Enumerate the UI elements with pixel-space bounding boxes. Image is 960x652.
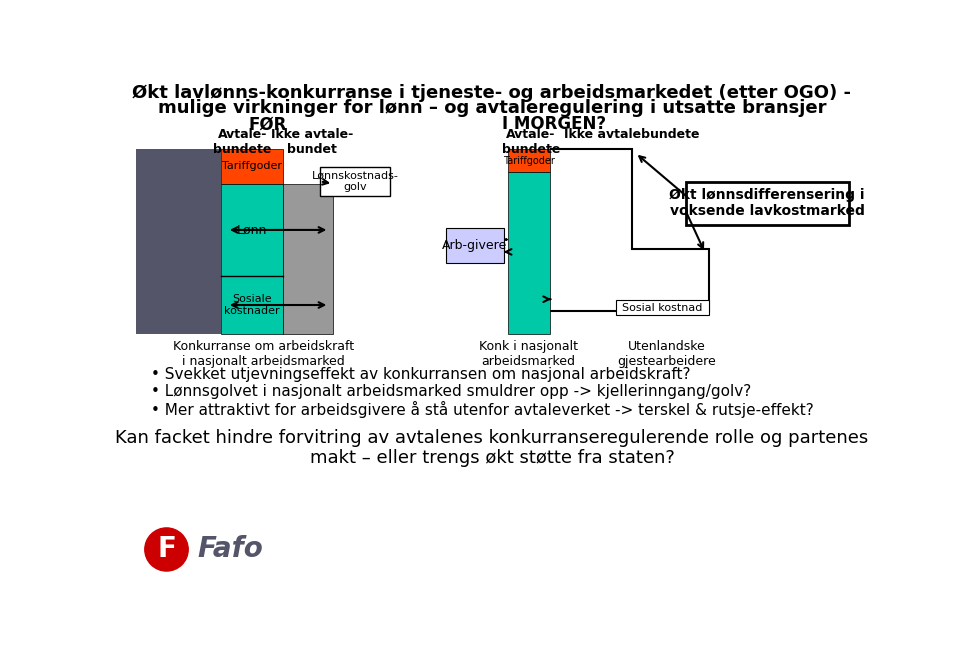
Bar: [283, 184, 333, 334]
Bar: [135, 149, 221, 334]
Text: mulige virkninger for lønn – og avtaleregulering i utsatte bransjer: mulige virkninger for lønn – og avtalere…: [157, 99, 827, 117]
Text: Sosial kostnad: Sosial kostnad: [622, 303, 703, 313]
Text: Konkurranse om arbeidskraft
i nasjonalt arbeidsmarked: Konkurranse om arbeidskraft i nasjonalt …: [173, 340, 354, 368]
Text: • Lønnsgolvet i nasjonalt arbeidsmarked smuldrer opp -> kjellerinngang/golv?: • Lønnsgolvet i nasjonalt arbeidsmarked …: [151, 384, 752, 399]
Bar: [320, 167, 390, 196]
Text: Tariffgoder: Tariffgoder: [503, 156, 555, 166]
Text: Arb-givere: Arb-givere: [442, 239, 507, 252]
Text: Konk i nasjonalt
arbeidsmarked: Konk i nasjonalt arbeidsmarked: [479, 340, 578, 368]
Text: Økt lavlønns-konkurranse i tjeneste- og arbeidsmarkedet (etter OGO) -: Økt lavlønns-konkurranse i tjeneste- og …: [132, 84, 852, 102]
Circle shape: [145, 528, 188, 571]
Text: Kan facket hindre forvitring av avtalenes konkurranseregulerende rolle og parten: Kan facket hindre forvitring av avtalene…: [115, 428, 869, 467]
Text: FØR: FØR: [248, 115, 286, 133]
Text: Avtale-
bundete: Avtale- bundete: [501, 128, 560, 156]
Text: Økt lønnsdifferensering i
voksende lavkostmarked: Økt lønnsdifferensering i voksende lavko…: [669, 188, 865, 218]
Text: Ikke avtale-
bundet: Ikke avtale- bundet: [271, 128, 353, 156]
Text: Ikke avtalebundete: Ikke avtalebundete: [564, 128, 699, 141]
Bar: [508, 172, 550, 334]
Text: F: F: [157, 535, 176, 563]
Text: Fafo: Fafo: [198, 535, 263, 563]
Text: Tariffgoder: Tariffgoder: [222, 162, 281, 171]
Text: Lønn: Lønn: [236, 224, 267, 237]
Text: Utenlandske
gjestearbeidere: Utenlandske gjestearbeidere: [617, 340, 716, 368]
Text: I MORGEN?: I MORGEN?: [502, 115, 606, 133]
Bar: [221, 184, 283, 276]
Text: • Svekket utjevningseffekt av konkurransen om nasjonal arbeidskraft?: • Svekket utjevningseffekt av konkurrans…: [151, 367, 690, 382]
Bar: [445, 228, 504, 263]
Bar: [221, 149, 283, 184]
Text: Lønnskostnads-
golv: Lønnskostnads- golv: [311, 171, 398, 192]
Text: Sosiale
kostnader: Sosiale kostnader: [224, 294, 279, 316]
Text: Avtale-
bundete: Avtale- bundete: [213, 128, 272, 156]
Text: • Mer attraktivt for arbeidsgivere å stå utenfor avtaleverket -> terskel & rutsj: • Mer attraktivt for arbeidsgivere å stå…: [151, 401, 814, 418]
Bar: [508, 149, 550, 172]
Bar: [221, 276, 283, 334]
Bar: [685, 182, 849, 224]
Bar: [616, 300, 709, 316]
